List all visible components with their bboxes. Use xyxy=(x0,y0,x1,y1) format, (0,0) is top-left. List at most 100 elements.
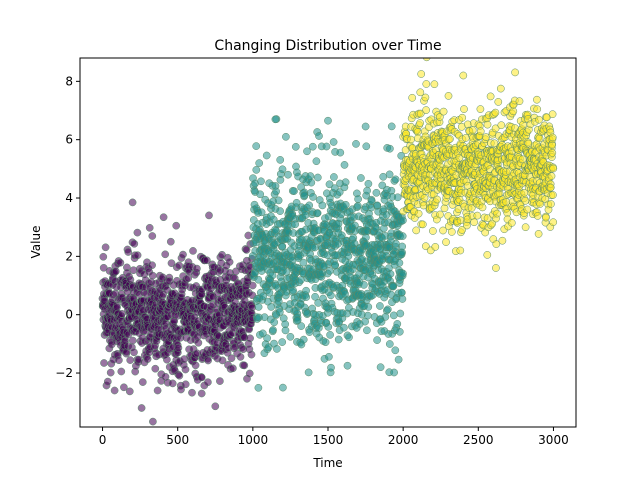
data-point xyxy=(133,228,142,237)
data-point xyxy=(303,147,311,156)
data-point xyxy=(467,204,476,212)
data-point xyxy=(300,191,309,200)
data-point xyxy=(344,252,353,261)
data-point xyxy=(373,201,382,210)
data-point xyxy=(491,108,500,117)
data-point xyxy=(422,106,430,114)
y-tick-label: 2 xyxy=(65,249,73,263)
data-point xyxy=(364,303,373,311)
data-point xyxy=(397,288,406,297)
data-point xyxy=(276,207,284,215)
data-point xyxy=(352,140,360,148)
data-point xyxy=(433,195,441,204)
data-point xyxy=(493,209,501,218)
data-point xyxy=(503,209,512,217)
outlier-point xyxy=(376,363,385,372)
data-point xyxy=(148,271,157,280)
data-point xyxy=(103,377,112,386)
data-point xyxy=(262,151,271,160)
data-point xyxy=(179,250,187,259)
data-point xyxy=(458,226,466,234)
outlier-point xyxy=(128,198,137,207)
data-point xyxy=(542,213,550,222)
data-point xyxy=(278,338,287,346)
x-tick-label: 500 xyxy=(166,433,189,447)
data-point xyxy=(274,196,283,205)
data-point xyxy=(393,320,402,328)
data-point xyxy=(254,303,263,311)
data-point xyxy=(181,380,190,389)
outlier-point xyxy=(417,70,426,78)
data-point xyxy=(159,213,168,222)
outlier-point xyxy=(496,84,505,93)
data-point xyxy=(310,243,319,252)
data-point xyxy=(420,194,429,202)
data-point xyxy=(547,200,555,208)
data-point xyxy=(440,204,449,213)
data-point xyxy=(302,286,310,295)
data-point xyxy=(125,387,134,396)
y-axis: −2 0 2 4 6 8 xyxy=(55,74,80,380)
data-point xyxy=(341,178,350,187)
data-point xyxy=(494,98,503,106)
data-point xyxy=(354,195,362,203)
data-point xyxy=(422,80,431,88)
data-point xyxy=(143,355,152,363)
data-point xyxy=(166,237,175,246)
data-point xyxy=(515,97,524,106)
data-point xyxy=(313,209,322,217)
data-point xyxy=(340,323,348,332)
data-point xyxy=(299,335,308,344)
data-point xyxy=(177,385,185,394)
data-point xyxy=(533,95,541,104)
data-point xyxy=(398,295,407,303)
data-point xyxy=(321,338,330,347)
data-point xyxy=(306,172,315,180)
data-point xyxy=(269,326,277,334)
data-point xyxy=(460,105,468,113)
data-point xyxy=(203,256,211,265)
data-point xyxy=(229,364,237,373)
data-point xyxy=(181,365,190,374)
data-point xyxy=(407,135,415,144)
data-point xyxy=(286,332,295,341)
outlier-point xyxy=(343,361,352,370)
data-point xyxy=(153,386,162,395)
data-point xyxy=(386,144,394,153)
data-point xyxy=(254,275,263,284)
data-point xyxy=(523,205,532,214)
data-point xyxy=(381,313,390,321)
x-tick-label: 3000 xyxy=(538,433,569,447)
data-point xyxy=(492,240,501,248)
data-point xyxy=(148,261,156,270)
data-point xyxy=(302,293,311,301)
data-point xyxy=(379,172,388,181)
data-point xyxy=(398,232,407,240)
data-point xyxy=(534,230,543,238)
data-point xyxy=(329,138,338,146)
data-point xyxy=(255,159,264,167)
data-point xyxy=(175,261,184,270)
data-point xyxy=(254,383,263,392)
data-point xyxy=(548,149,557,157)
data-point xyxy=(492,264,500,272)
outlier-point xyxy=(459,71,468,80)
data-point xyxy=(304,368,313,377)
data-point xyxy=(546,183,555,192)
data-point xyxy=(447,228,456,236)
data-point xyxy=(257,208,266,217)
data-point xyxy=(313,173,322,182)
data-point xyxy=(248,281,257,290)
data-point xyxy=(99,252,108,261)
data-point xyxy=(163,355,171,364)
data-point xyxy=(314,299,323,307)
data-point xyxy=(289,286,297,295)
data-point xyxy=(161,250,170,259)
data-point xyxy=(278,242,287,251)
data-point xyxy=(392,239,400,248)
data-point xyxy=(533,105,542,114)
data-point xyxy=(387,122,396,131)
data-point xyxy=(100,359,108,367)
data-point xyxy=(416,119,424,127)
data-point xyxy=(149,417,157,426)
